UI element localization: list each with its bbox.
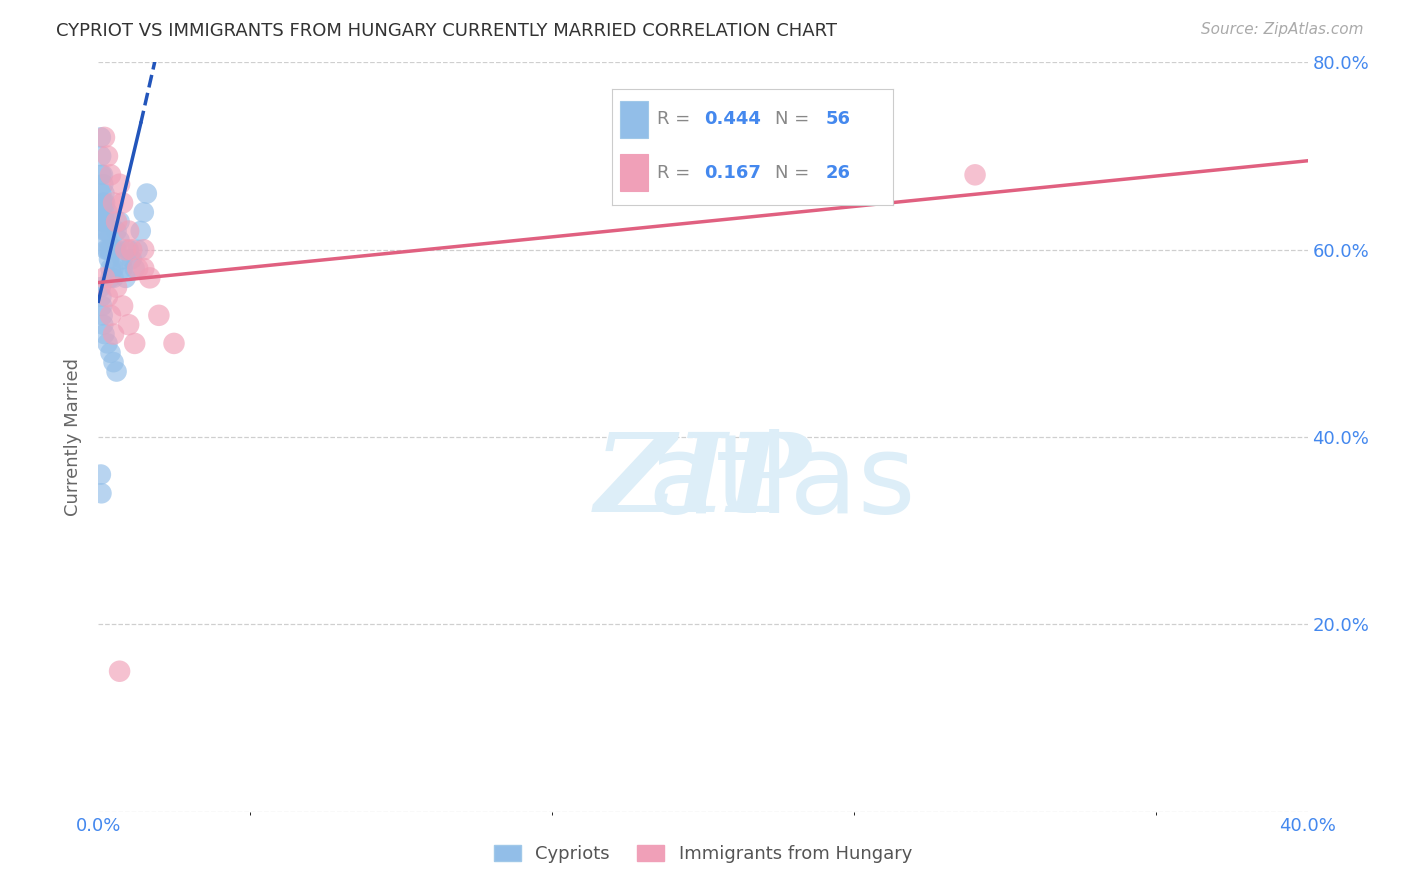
Point [91, 299, 114, 313]
Point [118, 224, 141, 238]
Point [129, 224, 152, 238]
Point [118, 318, 141, 332]
Point [98, 243, 121, 257]
Text: R =: R = [657, 164, 702, 182]
Y-axis label: Currently Married: Currently Married [65, 358, 83, 516]
Text: Source: ZipAtlas.com: Source: ZipAtlas.com [1201, 22, 1364, 37]
Point [100, 345, 122, 359]
Text: 0.444: 0.444 [704, 111, 761, 128]
Point [98, 252, 121, 266]
Point [132, 205, 155, 219]
Point [90, 486, 112, 500]
Point [127, 243, 149, 257]
Point [103, 326, 125, 341]
Point [96, 336, 118, 351]
Point [965, 168, 987, 182]
Point [108, 214, 131, 228]
Point [100, 271, 122, 285]
Point [90, 168, 112, 182]
Point [103, 261, 125, 276]
Point [96, 233, 118, 247]
Point [111, 261, 134, 276]
Point [103, 355, 125, 369]
Text: N =: N = [775, 111, 814, 128]
Point [90, 280, 112, 294]
Point [93, 130, 115, 145]
Point [108, 177, 131, 191]
Point [114, 271, 136, 285]
Point [91, 308, 114, 322]
Point [124, 261, 146, 276]
Point [105, 214, 128, 228]
Point [105, 280, 128, 294]
FancyBboxPatch shape [620, 154, 648, 191]
Point [96, 205, 118, 219]
Point [90, 130, 112, 145]
Point [94, 243, 117, 257]
Point [93, 205, 115, 219]
Point [127, 261, 149, 276]
Text: 56: 56 [825, 111, 851, 128]
Point [94, 214, 117, 228]
Point [93, 224, 115, 238]
Point [105, 243, 128, 257]
Point [132, 261, 155, 276]
Point [148, 308, 170, 322]
Point [111, 299, 134, 313]
Point [90, 186, 112, 201]
Point [163, 336, 186, 351]
Point [91, 177, 114, 191]
Point [96, 149, 118, 163]
Point [93, 271, 115, 285]
Point [91, 195, 114, 210]
Point [94, 224, 117, 238]
Point [108, 233, 131, 247]
Point [103, 243, 125, 257]
Point [93, 214, 115, 228]
Point [105, 224, 128, 238]
Text: R =: R = [657, 111, 696, 128]
Point [103, 271, 125, 285]
Point [96, 289, 118, 303]
Point [114, 243, 136, 257]
Point [135, 186, 157, 201]
Text: 0.167: 0.167 [704, 164, 761, 182]
Text: N =: N = [775, 164, 814, 182]
Point [100, 261, 122, 276]
Point [90, 149, 112, 163]
Text: 26: 26 [825, 164, 851, 182]
Point [118, 243, 141, 257]
Point [121, 252, 143, 266]
Text: atlas: atlas [647, 428, 915, 535]
Point [90, 289, 112, 303]
Point [93, 195, 115, 210]
Point [90, 467, 112, 482]
Point [105, 365, 128, 379]
Point [91, 318, 114, 332]
Point [100, 308, 122, 322]
Point [111, 252, 134, 266]
Text: CYPRIOT VS IMMIGRANTS FROM HUNGARY CURRENTLY MARRIED CORRELATION CHART: CYPRIOT VS IMMIGRANTS FROM HUNGARY CURRE… [56, 22, 837, 40]
Point [100, 168, 122, 182]
Point [91, 168, 114, 182]
Point [124, 336, 146, 351]
Point [139, 271, 162, 285]
Point [94, 195, 117, 210]
Point [96, 243, 118, 257]
Point [100, 243, 122, 257]
Point [132, 243, 155, 257]
Point [91, 205, 114, 219]
Point [108, 664, 131, 679]
Point [111, 195, 134, 210]
Point [103, 195, 125, 210]
Text: ZIP: ZIP [595, 428, 811, 536]
Point [96, 224, 118, 238]
Point [121, 243, 143, 257]
Point [93, 326, 115, 341]
Legend: Cypriots, Immigrants from Hungary: Cypriots, Immigrants from Hungary [486, 838, 920, 870]
Point [91, 214, 114, 228]
FancyBboxPatch shape [620, 101, 648, 138]
Point [93, 186, 115, 201]
